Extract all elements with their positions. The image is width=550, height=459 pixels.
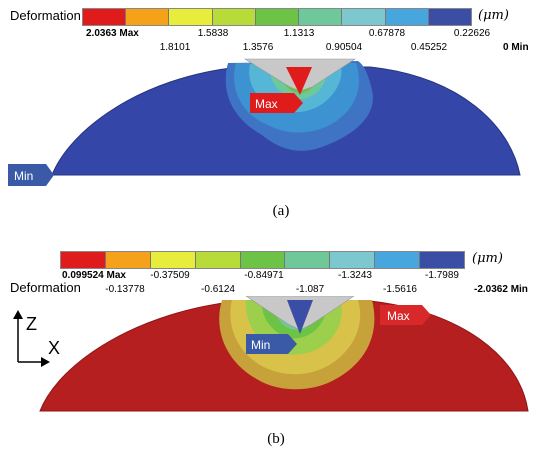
legend-label-a: 0.45252 bbox=[410, 42, 448, 53]
legend-label-a: 0.67878 bbox=[368, 28, 406, 39]
colorbar-swatch bbox=[195, 252, 241, 268]
max-marker-a bbox=[250, 93, 303, 113]
legend-label-a: 1.1313 bbox=[283, 28, 315, 39]
legend-label-b: -0.37509 bbox=[150, 270, 190, 281]
min-marker-b bbox=[246, 334, 297, 354]
legend-label-max-b: 0.099524 Max bbox=[62, 270, 126, 281]
legend-label-min-b: -2.0362 Min bbox=[474, 284, 528, 295]
legend-label-a: 1.8101 bbox=[159, 42, 191, 53]
colorbar-a bbox=[82, 8, 472, 26]
legend-label-a: 1.3576 bbox=[242, 42, 274, 53]
colorbar-swatch bbox=[61, 252, 106, 268]
colorbar-swatch bbox=[285, 252, 331, 268]
legend-label-b: -1.5616 bbox=[383, 284, 417, 295]
legend-label-a: 0.90504 bbox=[325, 42, 363, 53]
colorbar-b bbox=[60, 251, 465, 269]
colorbar-swatch bbox=[255, 9, 300, 25]
colorbar-swatch bbox=[83, 9, 127, 25]
max-tag-b: Max bbox=[387, 309, 410, 323]
colorbar-swatch bbox=[240, 252, 286, 268]
colorbar-swatch bbox=[150, 252, 196, 268]
colorbar-swatch bbox=[299, 9, 343, 25]
legend-title-a: Deformation bbox=[10, 8, 81, 23]
legend-title-b: Deformation bbox=[10, 280, 81, 295]
legend-label-b: -0.13778 bbox=[105, 284, 145, 295]
colorbar-swatch bbox=[126, 9, 170, 25]
legend-label-b: -0.84971 bbox=[244, 270, 284, 281]
deformation-plot-a: Max Min bbox=[8, 58, 521, 186]
legend-label-b: -1.087 bbox=[295, 284, 325, 295]
legend-label-a: 0.22626 bbox=[453, 28, 491, 39]
caption-a: (a) bbox=[272, 203, 290, 219]
legend-label-b: -0.6124 bbox=[201, 284, 235, 295]
min-tag-b: Min bbox=[251, 338, 270, 352]
colorbar-swatch bbox=[212, 9, 256, 25]
axis-z-label: Z bbox=[26, 314, 37, 334]
legend-label-max-a: 2.0363 Max bbox=[86, 28, 139, 39]
axis-x-label: X bbox=[48, 338, 60, 358]
legend-label-min-a: 0 Min bbox=[503, 42, 529, 53]
colorbar-swatch bbox=[428, 9, 471, 25]
axis-triad: Z X bbox=[13, 310, 60, 367]
colorbar-swatch bbox=[330, 252, 376, 268]
legend-label-a: 1.5838 bbox=[197, 28, 229, 39]
colorbar-swatch bbox=[385, 9, 429, 25]
unit-label-a: (μm) bbox=[478, 8, 509, 23]
colorbar-swatch bbox=[105, 252, 151, 268]
max-marker-b bbox=[380, 305, 431, 325]
min-tag-a: Min bbox=[14, 169, 33, 183]
colorbar-swatch bbox=[342, 9, 386, 25]
colorbar-swatch bbox=[375, 252, 421, 268]
deformation-plot-b: Min Max bbox=[39, 296, 529, 412]
legend-label-b: -1.7989 bbox=[425, 270, 459, 281]
legend-label-b: -1.3243 bbox=[338, 270, 372, 281]
unit-label-b: (μm) bbox=[472, 251, 503, 266]
caption-b: (b) bbox=[267, 431, 285, 447]
max-tag-a: Max bbox=[255, 97, 278, 111]
colorbar-swatch bbox=[420, 252, 465, 268]
colorbar-swatch bbox=[169, 9, 213, 25]
min-marker-a bbox=[8, 164, 54, 186]
